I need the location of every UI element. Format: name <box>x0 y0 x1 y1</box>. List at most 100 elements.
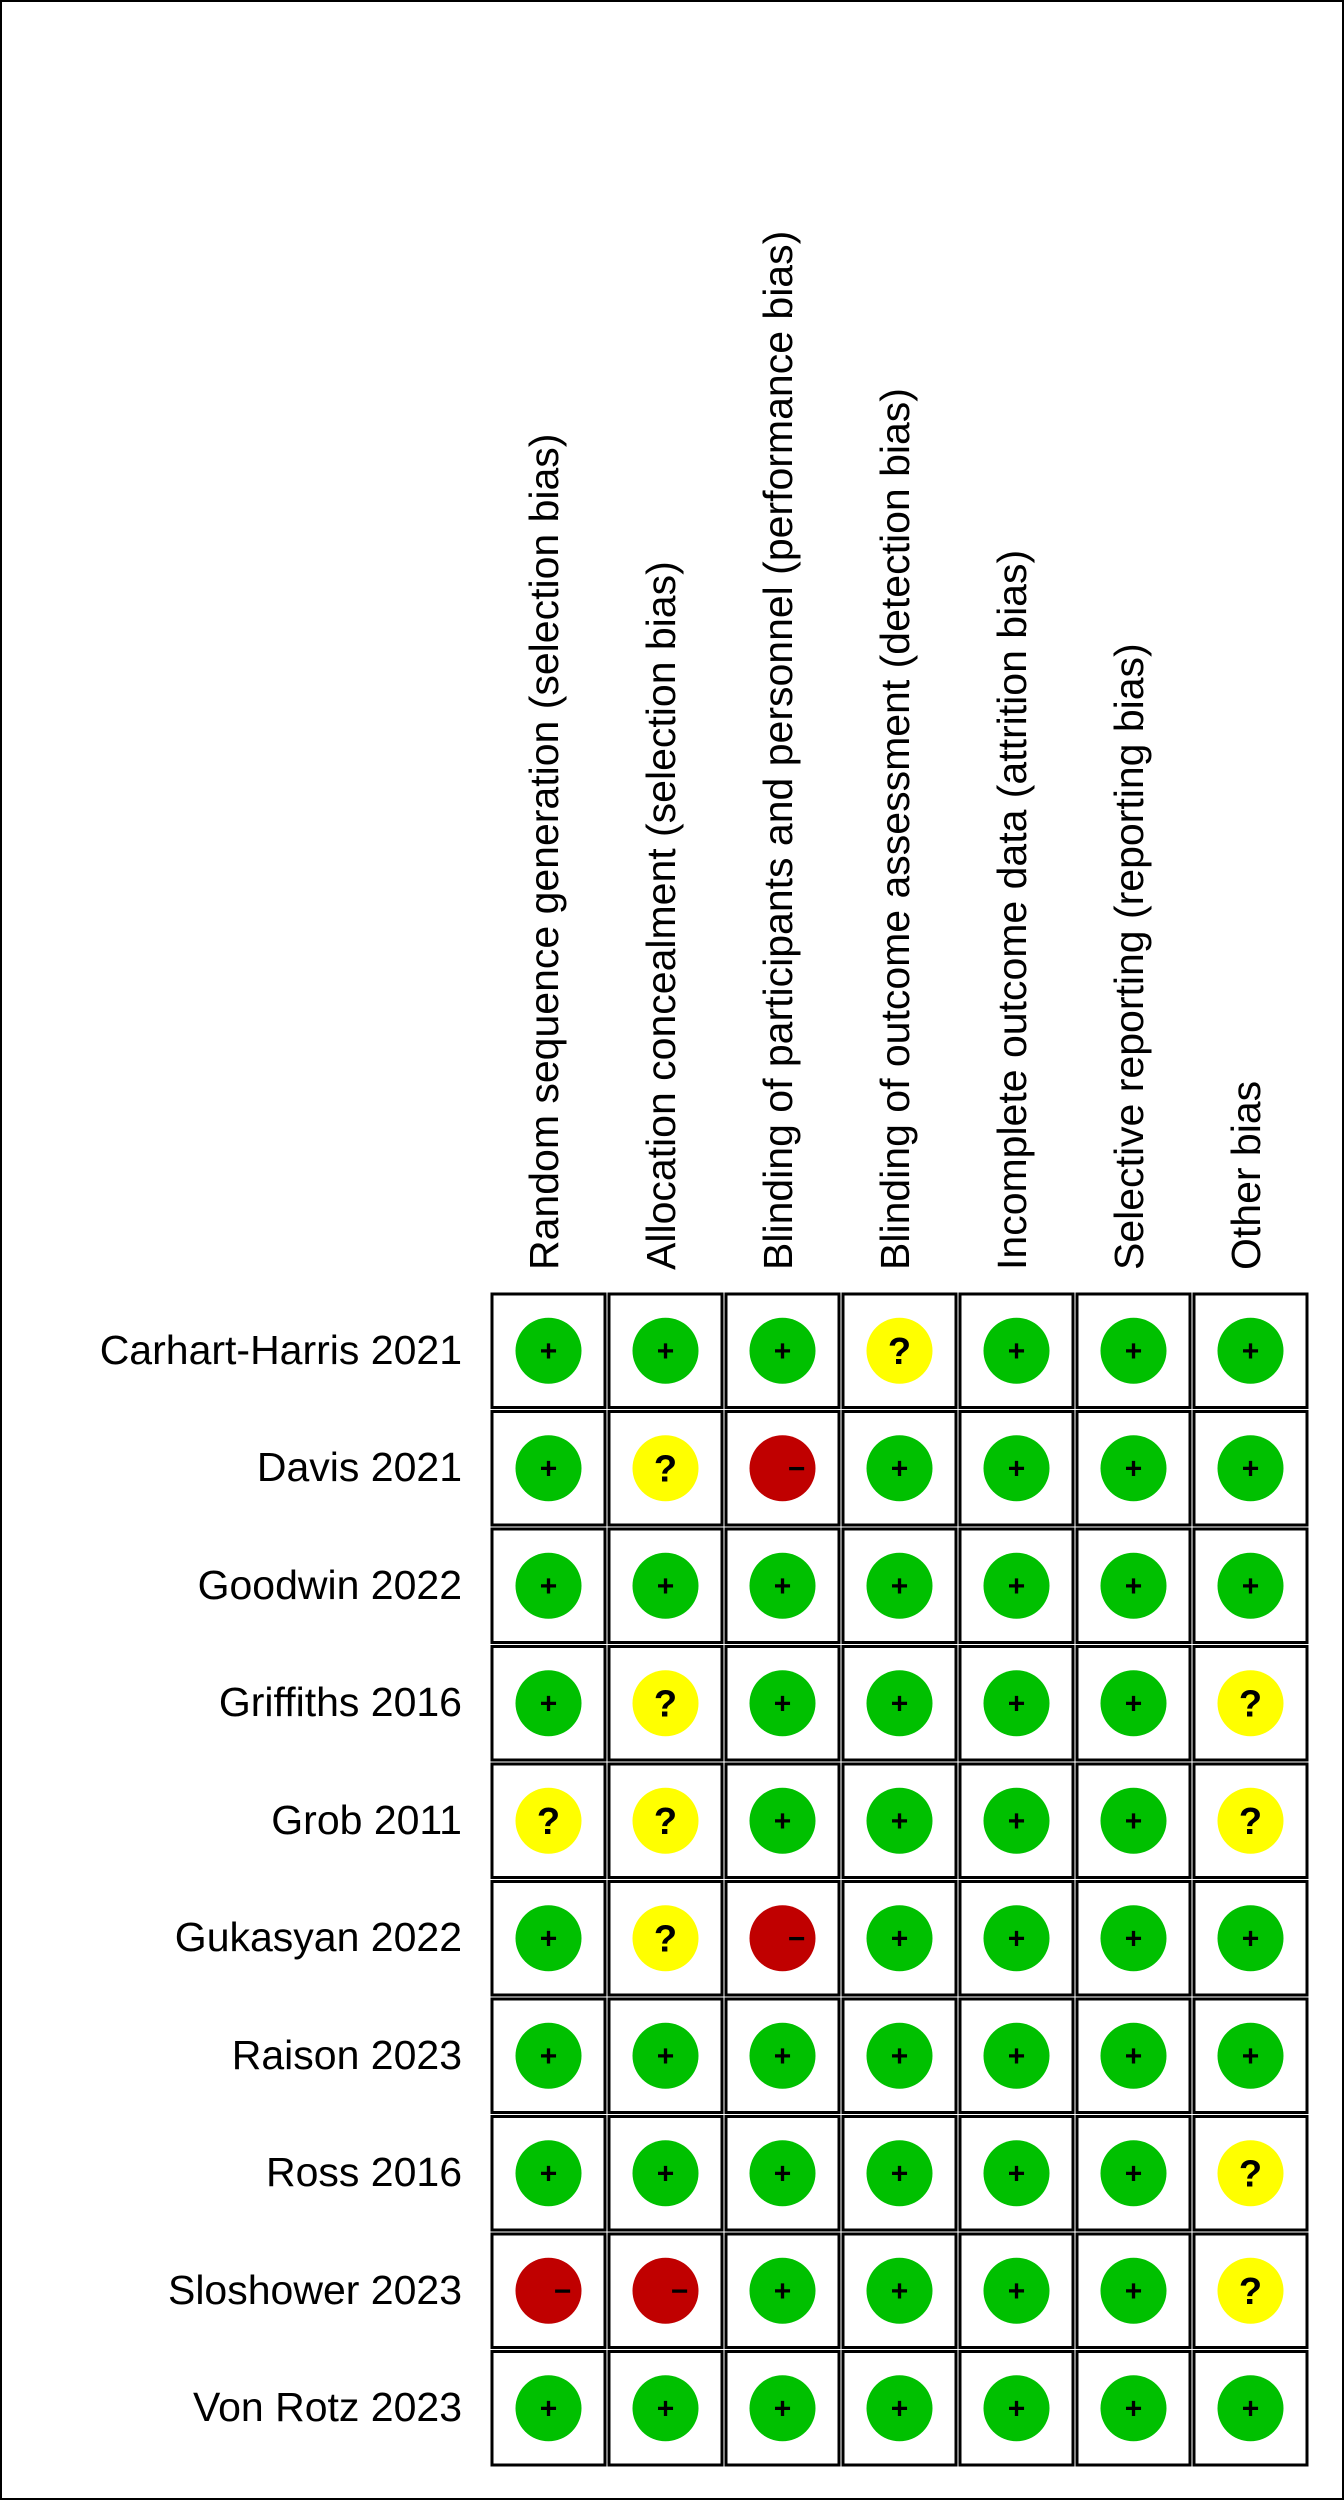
grid-cell <box>724 1410 841 1527</box>
low-risk-symbol: + <box>1125 2157 1143 2190</box>
low-risk-symbol: + <box>891 1570 909 1603</box>
low-risk-symbol: + <box>891 2275 909 2308</box>
low-risk-marker <box>1100 2375 1167 2442</box>
high-risk-symbol: − <box>788 1922 806 1955</box>
unclear-risk-symbol: ? <box>654 1801 677 1843</box>
low-risk-marker <box>983 2375 1050 2442</box>
low-risk-symbol: + <box>1008 1922 1026 1955</box>
low-risk-symbol: + <box>774 1570 792 1603</box>
low-risk-symbol: + <box>540 1687 558 1720</box>
low-risk-symbol: + <box>1242 1452 1260 1485</box>
low-risk-marker <box>632 1317 699 1384</box>
low-risk-symbol: + <box>1125 1687 1143 1720</box>
unclear-risk-marker <box>866 1317 933 1384</box>
unclear-risk-marker <box>1217 1670 1284 1737</box>
low-risk-marker <box>866 2022 933 2089</box>
low-risk-symbol: + <box>1008 1452 1026 1485</box>
unclear-risk-marker <box>632 1435 699 1502</box>
high-risk-marker <box>749 1905 816 1972</box>
high-risk-symbol: − <box>554 2275 572 2308</box>
low-risk-symbol: + <box>1008 2392 1026 2425</box>
unclear-risk-symbol: ? <box>1239 2153 1262 2195</box>
unclear-risk-symbol: ? <box>654 1683 677 1725</box>
low-risk-marker <box>983 1435 1050 1502</box>
high-risk-symbol: − <box>671 2275 689 2308</box>
low-risk-symbol: + <box>1242 1922 1260 1955</box>
low-risk-symbol: + <box>1125 1452 1143 1485</box>
low-risk-marker <box>983 1787 1050 1854</box>
low-risk-symbol: + <box>1008 1570 1026 1603</box>
low-risk-symbol: + <box>774 1687 792 1720</box>
low-risk-symbol: + <box>540 1452 558 1485</box>
high-risk-symbol: − <box>788 1452 806 1485</box>
low-risk-marker <box>749 2140 816 2207</box>
row-label: Davis 2021 <box>256 1444 462 1491</box>
low-risk-marker <box>983 1670 1050 1737</box>
low-risk-symbol: + <box>891 1452 909 1485</box>
grid-cell <box>1192 1880 1309 1997</box>
low-risk-symbol: + <box>891 2392 909 2425</box>
unclear-risk-marker <box>1217 2257 1284 2324</box>
low-risk-symbol: + <box>1125 2040 1143 2073</box>
low-risk-symbol: + <box>657 2157 675 2190</box>
low-risk-symbol: + <box>1008 1335 1026 1368</box>
low-risk-symbol: + <box>891 2157 909 2190</box>
low-risk-symbol: + <box>1125 1570 1143 1603</box>
low-risk-marker <box>632 2022 699 2089</box>
low-risk-symbol: + <box>774 2275 792 2308</box>
low-risk-marker <box>866 1435 933 1502</box>
low-risk-marker <box>983 1905 1050 1972</box>
low-risk-marker <box>749 2257 816 2324</box>
low-risk-marker <box>1217 2375 1284 2442</box>
row-label: Raison 2023 <box>231 2031 462 2078</box>
unclear-risk-symbol: ? <box>1239 1683 1262 1725</box>
low-risk-symbol: + <box>891 1687 909 1720</box>
low-risk-marker <box>1100 1787 1167 1854</box>
row-label: Goodwin 2022 <box>197 1561 462 1608</box>
low-risk-symbol: + <box>540 1335 558 1368</box>
low-risk-symbol: + <box>1242 2392 1260 2425</box>
low-risk-marker <box>515 1435 582 1502</box>
low-risk-symbol: + <box>1008 2040 1026 2073</box>
low-risk-symbol: + <box>657 1335 675 1368</box>
row-label: Von Rotz 2023 <box>193 2384 462 2431</box>
low-risk-marker <box>749 2022 816 2089</box>
low-risk-symbol: + <box>774 1335 792 1368</box>
low-risk-marker <box>1100 1552 1167 1619</box>
low-risk-symbol: + <box>1242 1335 1260 1368</box>
low-risk-marker <box>1217 1317 1284 1384</box>
low-risk-symbol: + <box>1125 1805 1143 1838</box>
low-risk-marker <box>749 1317 816 1384</box>
low-risk-symbol: + <box>1008 1687 1026 1720</box>
low-risk-symbol: + <box>1125 2392 1143 2425</box>
low-risk-marker <box>1217 1905 1284 1972</box>
unclear-risk-marker <box>1217 1787 1284 1854</box>
low-risk-symbol: + <box>1125 1335 1143 1368</box>
low-risk-marker <box>749 1670 816 1737</box>
low-risk-marker <box>632 2375 699 2442</box>
low-risk-symbol: + <box>1008 2157 1026 2190</box>
low-risk-marker <box>515 2140 582 2207</box>
unclear-risk-marker <box>632 1787 699 1854</box>
low-risk-symbol: + <box>1242 1570 1260 1603</box>
unclear-risk-symbol: ? <box>1239 2271 1262 2313</box>
low-risk-symbol: + <box>1242 2040 1260 2073</box>
low-risk-marker <box>749 1787 816 1854</box>
low-risk-marker <box>749 1552 816 1619</box>
unclear-risk-marker <box>515 1787 582 1854</box>
low-risk-marker <box>749 2375 816 2442</box>
low-risk-symbol: + <box>1008 1805 1026 1838</box>
row-label: Ross 2016 <box>265 2149 462 2196</box>
low-risk-symbol: + <box>540 1570 558 1603</box>
low-risk-marker <box>1100 2022 1167 2089</box>
grid-cell <box>1075 1410 1192 1527</box>
low-risk-symbol: + <box>540 2040 558 2073</box>
low-risk-symbol: + <box>1125 1922 1143 1955</box>
low-risk-marker <box>866 1787 933 1854</box>
low-risk-marker <box>515 1905 582 1972</box>
low-risk-marker <box>983 1552 1050 1619</box>
unclear-risk-marker <box>1217 2140 1284 2207</box>
unclear-risk-symbol: ? <box>654 1918 677 1960</box>
